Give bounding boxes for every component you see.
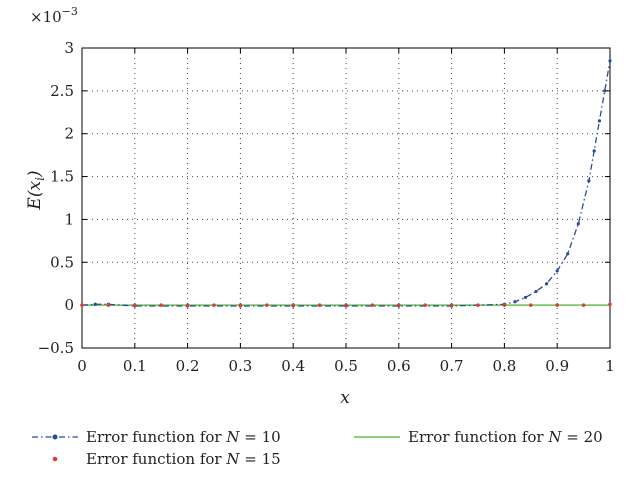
y-tick-labels: −0.5 0 0.5 1 1.5 2 2.5 3 <box>38 39 74 357</box>
legend-label-n20: Error function for N = 20 <box>408 428 603 446</box>
x-tick-label: 0.7 <box>440 357 464 375</box>
series-point-n10 <box>608 59 612 63</box>
legend-label-n15: Error function for N = 15 <box>86 450 281 468</box>
y-axis-label-close: ) <box>25 170 45 178</box>
series-point-n15 <box>529 303 533 307</box>
x-tick-label: 0 <box>77 357 87 375</box>
series-point-n15 <box>317 303 322 307</box>
x-axis-label: x <box>340 388 350 408</box>
x-tick-label: 0.9 <box>545 357 569 375</box>
series-point-n15 <box>80 303 84 307</box>
x-tick-label: 0.3 <box>228 357 252 375</box>
y-exponent-base: ×10 <box>30 8 62 26</box>
x-tick-label: 0.8 <box>492 357 516 375</box>
series-point-n10 <box>587 179 591 183</box>
series-point-n15 <box>212 303 216 307</box>
x-tick-labels: 0 0.1 0.2 0.3 0.4 0.5 0.6 0.7 0.8 0.9 1 <box>77 357 615 375</box>
y-tick-label: 1 <box>64 210 74 228</box>
x-tick-label: 1 <box>605 357 615 375</box>
series-point-n15 <box>397 303 401 307</box>
series-point-n10 <box>597 119 602 123</box>
series-point-n15 <box>344 303 348 307</box>
series-point-n10 <box>545 282 549 286</box>
y-exponent-power: −3 <box>62 5 78 18</box>
y-tick-label: 1.5 <box>50 168 74 186</box>
y-tick-label: 0.5 <box>50 253 74 271</box>
series-point-n10 <box>603 89 607 93</box>
series-point-n10 <box>534 289 538 294</box>
series-point-n15 <box>423 303 428 307</box>
series-point-n15 <box>608 302 612 307</box>
legend-swatch-n10 <box>30 430 80 444</box>
series-point-n10 <box>555 269 559 273</box>
x-tick-label: 0.2 <box>176 357 200 375</box>
x-tick-label: 0.1 <box>123 357 147 375</box>
y-tick-label: 2.5 <box>50 82 74 100</box>
y-tick-label: 2 <box>64 125 74 143</box>
series-point-n15 <box>555 303 559 307</box>
series-point-n15 <box>265 303 269 307</box>
legend-item-n10: Error function for N = 10 <box>30 428 281 446</box>
series-point-n10 <box>592 149 596 153</box>
series-point-n15 <box>291 303 296 307</box>
chart: 0 0.1 0.2 0.3 0.4 0.5 0.6 0.7 0.8 0.9 1 −0.500.511… <box>25 5 615 408</box>
legend-swatch-n20 <box>352 430 402 444</box>
series-point-n10 <box>576 222 580 226</box>
series-point-n10 <box>513 300 517 304</box>
y-axis-label: E(xi) <box>25 170 47 210</box>
y-tick-label: 0 <box>64 296 74 314</box>
series-point-n10 <box>566 252 570 256</box>
series-point-n15 <box>133 303 137 307</box>
legend-label-n10: Error function for N = 10 <box>86 428 281 446</box>
series-layer <box>80 59 612 308</box>
y-axis-label-main: E(x <box>25 181 45 211</box>
series-point-n15 <box>502 303 507 307</box>
series-point-n15 <box>106 303 111 307</box>
grid <box>82 48 610 348</box>
x-tick-label: 0.4 <box>281 357 305 375</box>
y-tick-label: −0.5 <box>38 339 74 357</box>
series-point-n15 <box>185 303 190 307</box>
legend-item-n20: Error function for N = 20 <box>352 428 603 446</box>
series-point-n15 <box>476 303 480 307</box>
legend-item-n15: Error function for N = 15 <box>30 450 281 468</box>
x-tick-label: 0.5 <box>334 357 358 375</box>
legend-swatch-n15 <box>30 452 80 466</box>
y-axis-label-sub: i <box>33 177 47 181</box>
series-point-n15 <box>370 303 375 307</box>
x-tick-label: 0.6 <box>387 357 411 375</box>
series-line-n10 <box>81 60 611 307</box>
y-exponent-label: ×10−3 <box>30 5 78 26</box>
series-point-n15 <box>238 303 243 307</box>
series-point-n10 <box>523 295 528 300</box>
series-point-n10 <box>93 302 97 306</box>
series-point-n15 <box>449 303 454 307</box>
series-point-n15 <box>159 303 163 307</box>
y-tick-label: 3 <box>64 39 74 57</box>
series-point-n15 <box>581 303 586 307</box>
